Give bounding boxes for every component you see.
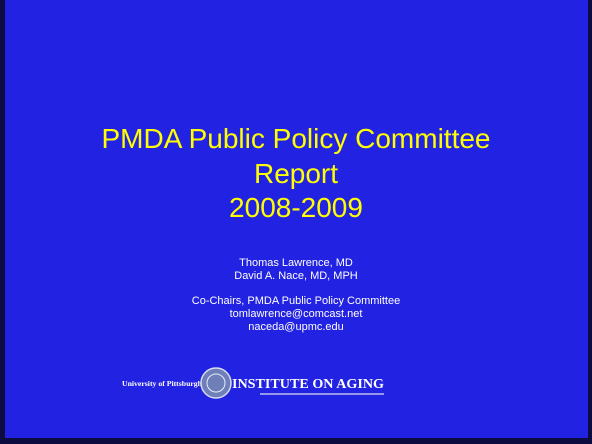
contact-line: naceda@upmc.edu [248,321,344,333]
title-line: Report [254,158,338,189]
author: Thomas Lawrence, MD [239,257,353,269]
contact-line: tomlawrence@comcast.net [230,308,363,320]
logo-institute: INSTITUTE ON AGING [232,377,384,392]
logo-university: University of Pittsburgh [122,380,202,388]
logo-seal [200,367,232,399]
logo: University of Pittsburgh INSTITUTE ON AG… [122,367,384,399]
logo-seal-inner [206,373,226,393]
author: David A. Nace, MD, MPH [234,270,358,282]
title-block: PMDA Public Policy Committee Report 2008… [101,123,490,223]
contact-line: Co-Chairs, PMDA Public Policy Committee [192,295,400,307]
title-line: PMDA Public Policy Committee [101,123,490,154]
logo-subline [260,393,384,395]
slide-background [5,0,588,438]
author-block: Thomas Lawrence, MD David A. Nace, MD, M… [192,257,400,333]
title-line: 2008-2009 [229,192,363,223]
